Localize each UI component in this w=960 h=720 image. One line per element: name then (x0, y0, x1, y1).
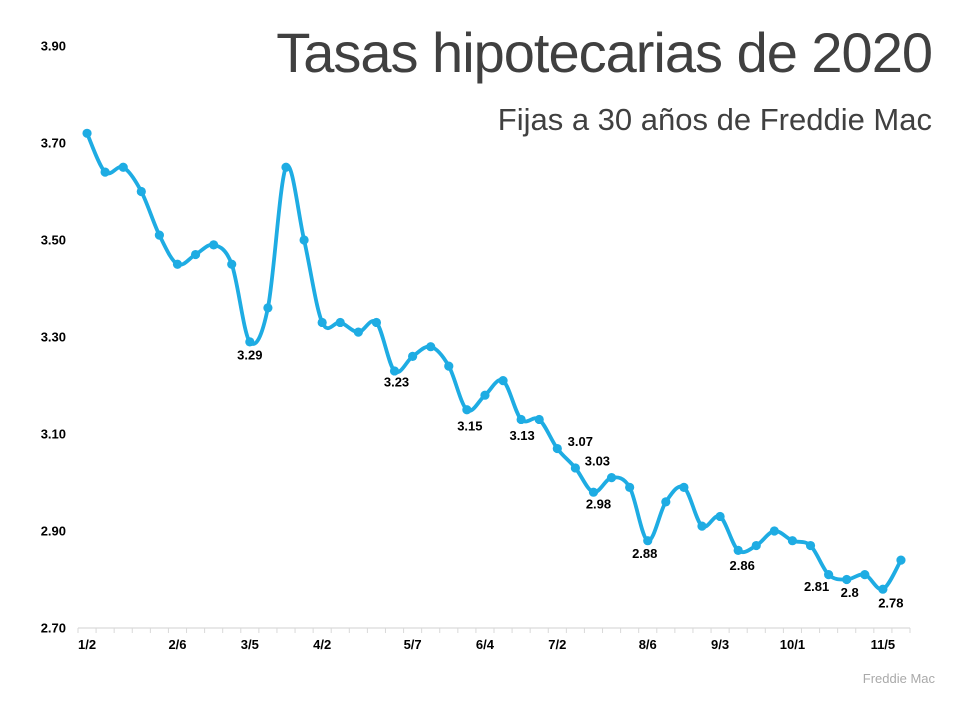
data-point (715, 511, 725, 522)
data-point-label: 2.78 (878, 596, 903, 611)
x-axis-label: 6/4 (476, 637, 495, 652)
x-axis-label: 11/5 (871, 637, 896, 652)
data-point (190, 249, 201, 260)
data-point (82, 128, 92, 138)
chart-title: Tasas hipotecarias de 2020 (276, 21, 933, 84)
data-point-label: 3.29 (237, 347, 262, 362)
data-point (643, 536, 653, 546)
data-point (100, 167, 110, 177)
data-point (426, 342, 436, 352)
x-axis-label: 1/2 (78, 637, 96, 652)
data-point (317, 317, 327, 328)
data-point (371, 317, 382, 328)
source-credit: Freddie Mac (862, 671, 935, 686)
data-point (245, 337, 255, 347)
y-axis-label: 2.70 (41, 621, 66, 636)
data-point (606, 473, 617, 483)
data-point (516, 414, 526, 425)
data-point (824, 570, 834, 580)
data-point-label: 3.07 (568, 434, 593, 449)
data-point (625, 482, 635, 492)
x-axis-label: 9/3 (711, 637, 729, 652)
data-point (787, 536, 798, 546)
data-point (263, 303, 273, 313)
x-axis-label: 8/6 (639, 637, 657, 652)
chart-subtitle: Fijas a 30 años de Freddie Mac (497, 102, 932, 137)
x-axis-label: 2/6 (168, 637, 186, 652)
y-axis-label: 3.50 (41, 233, 66, 248)
data-point (878, 584, 888, 594)
data-point (136, 186, 146, 197)
data-point (444, 361, 454, 371)
data-point-label: 2.88 (632, 546, 657, 561)
data-point (462, 405, 472, 415)
data-point-label: 3.03 (585, 453, 610, 468)
data-point (281, 162, 291, 172)
data-point (842, 574, 852, 585)
data-point (805, 540, 816, 551)
data-point (860, 570, 870, 580)
data-point (588, 487, 599, 497)
data-point (389, 366, 400, 376)
data-point (480, 390, 490, 400)
data-point (733, 545, 743, 556)
data-point (335, 317, 345, 328)
data-point (118, 162, 128, 172)
data-point-label: 3.13 (509, 428, 534, 443)
data-point (209, 240, 219, 250)
y-axis-label: 2.90 (41, 524, 66, 539)
data-point (353, 327, 363, 337)
data-point (227, 259, 237, 269)
y-axis-label: 3.70 (41, 136, 66, 151)
y-axis-label: 3.90 (41, 39, 66, 54)
data-point (751, 540, 761, 551)
x-axis-label: 3/5 (241, 637, 259, 652)
data-point (534, 414, 544, 425)
data-point (498, 376, 508, 386)
data-point (299, 235, 309, 245)
data-point (661, 497, 671, 507)
data-point-label: 3.15 (457, 418, 482, 433)
data-point (679, 482, 689, 492)
data-point (154, 230, 164, 240)
data-point (408, 351, 418, 361)
data-point (172, 259, 183, 269)
data-point-label: 2.98 (586, 497, 611, 512)
x-axis-label: 5/7 (404, 637, 422, 652)
data-point-label: 2.81 (804, 579, 829, 594)
x-axis-label: 7/2 (548, 637, 566, 652)
x-axis-label: 10/1 (780, 637, 805, 652)
data-point-label: 2.86 (730, 558, 755, 573)
x-axis-label: 4/2 (313, 637, 331, 652)
rate-line-path (85, 131, 903, 592)
data-point-label: 3.23 (384, 374, 409, 389)
data-point (552, 443, 562, 454)
data-point (769, 526, 779, 536)
y-axis-label: 3.30 (41, 330, 66, 345)
data-point (697, 521, 707, 531)
data-point (896, 555, 906, 565)
y-axis-label: 3.10 (41, 427, 66, 442)
data-point-label: 2.8 (841, 585, 859, 600)
data-point (570, 463, 580, 473)
